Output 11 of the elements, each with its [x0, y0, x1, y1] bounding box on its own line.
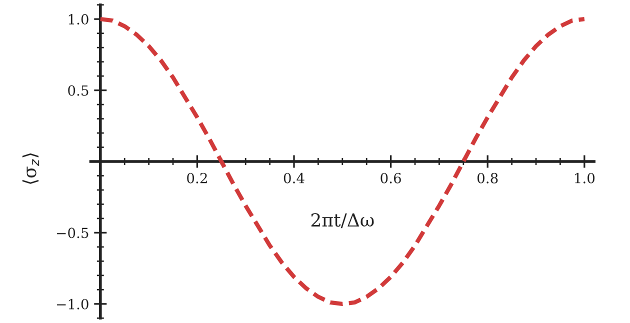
y-tick-label: 0.5	[68, 85, 88, 96]
y-tick-label: 1.0	[68, 14, 88, 25]
y-axis-title: ⟨σ$_{z}$⟩	[22, 153, 40, 184]
x-axis-title: 2πt/Δω	[311, 213, 374, 228]
y-tick-label: −0.5	[57, 228, 88, 238]
x-tick-label: 0.2	[187, 172, 207, 184]
x-tick-label: 0.4	[284, 172, 304, 184]
x-tick-label: 1.0	[575, 172, 595, 184]
x-tick-label: 0.6	[380, 172, 401, 184]
y-tick-label: −1.0	[57, 298, 88, 310]
x-tick-label: 0.8	[477, 172, 498, 184]
